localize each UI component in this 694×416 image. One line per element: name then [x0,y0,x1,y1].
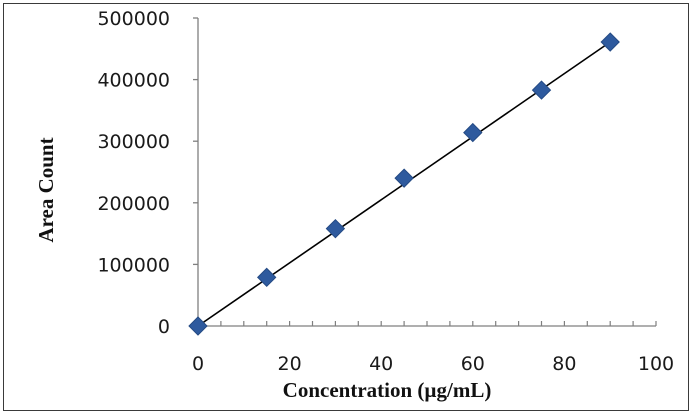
x-minor-ticks [220,321,657,326]
chart-frame [3,3,689,411]
data-point [600,32,620,52]
x-tick-labels: 0 20 40 60 80 100 [192,353,674,375]
y-tick-label: 200000 [97,193,170,215]
data-points [188,32,620,336]
y-tick-label: 500000 [97,8,170,30]
x-tick-label: 100 [638,353,674,375]
y-axis-title: Area Count [34,137,58,242]
data-point [325,218,346,239]
x-tick-label: 80 [552,353,576,375]
y-tick-label: 300000 [97,131,170,153]
x-tick-label: 60 [461,353,485,375]
y-tick-labels: 0 100000 200000 300000 400000 500000 [97,8,170,338]
data-point [463,122,483,143]
data-point [256,267,277,288]
x-axis-title: Concentration (µg/mL) [283,378,492,402]
data-point [531,80,552,100]
y-tick-label: 0 [158,316,170,338]
x-tick-label: 0 [192,353,204,375]
y-major-ticks [193,17,198,327]
data-point [394,168,414,188]
data-point [188,316,208,336]
x-tick-label: 40 [369,353,393,375]
x-tick-label: 20 [278,353,302,375]
y-tick-label: 400000 [97,70,170,92]
y-tick-label: 100000 [97,254,170,276]
